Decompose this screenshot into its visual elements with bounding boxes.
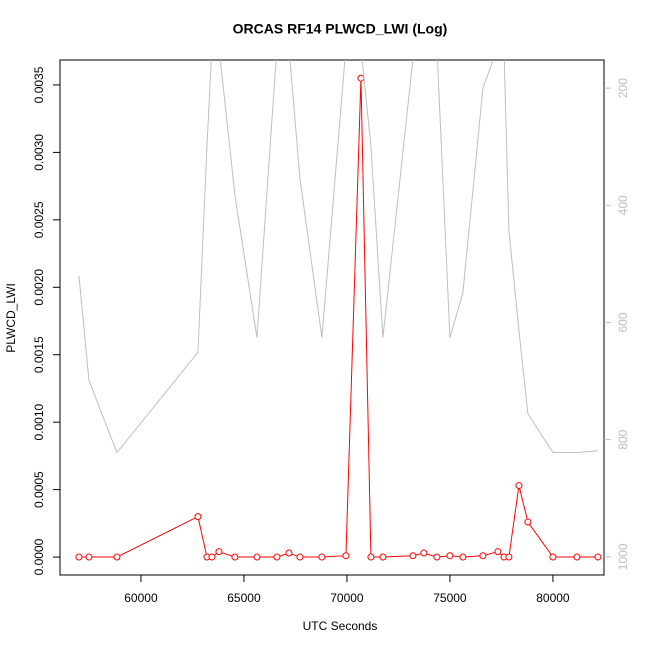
data-point	[459, 553, 467, 561]
y-tick-label: 0.0030	[32, 134, 46, 171]
data-point	[505, 553, 513, 561]
data-point	[379, 553, 387, 561]
data-point	[357, 74, 365, 82]
y2-tick-label: 800	[616, 429, 630, 449]
data-point	[273, 553, 281, 561]
data-point	[296, 553, 304, 561]
y2-tick-label: 600	[616, 312, 630, 332]
x-axis-title: UTC Seconds	[303, 619, 378, 633]
y-tick-label: 0.0035	[32, 66, 46, 103]
y-tick-label: 0.0015	[32, 336, 46, 373]
data-point	[194, 513, 202, 521]
data-point	[318, 553, 326, 561]
x-tick-label: 80000	[536, 591, 570, 605]
data-point	[446, 552, 454, 560]
x-tick-label: 65000	[227, 591, 261, 605]
plot-area	[75, 60, 602, 561]
data-point	[342, 552, 350, 560]
chart-title: ORCAS RF14 PLWCD_LWI (Log)	[233, 21, 448, 37]
data-point	[420, 549, 428, 557]
x-tick-label: 70000	[330, 591, 364, 605]
x-tick-label: 60000	[124, 591, 158, 605]
data-point	[549, 553, 557, 561]
y-tick-label: 0.0000	[32, 538, 46, 575]
data-point	[215, 548, 223, 556]
data-point	[524, 518, 532, 526]
data-point	[75, 553, 83, 561]
data-point	[85, 553, 93, 561]
y-tick-label: 0.0005	[32, 471, 46, 508]
data-point	[433, 553, 441, 561]
y2-tick-label: 200	[616, 78, 630, 98]
data-line	[78, 60, 598, 454]
y2-tick-label: 1000	[616, 543, 630, 570]
x-tick-label: 75000	[433, 591, 467, 605]
data-point	[515, 482, 523, 490]
data-point	[573, 553, 581, 561]
plot-box	[59, 59, 605, 576]
y-tick-label: 0.0025	[32, 201, 46, 238]
data-point	[113, 553, 121, 561]
y-tick-label: 0.0010	[32, 403, 46, 440]
data-point	[253, 553, 261, 561]
data-point	[594, 553, 602, 561]
data-point	[285, 549, 293, 557]
data-point	[409, 552, 417, 560]
data-point	[208, 553, 216, 561]
data-point	[494, 548, 502, 556]
data-point	[367, 553, 375, 561]
y2-tick-label: 400	[616, 195, 630, 215]
y-tick-label: 0.0020	[32, 269, 46, 306]
data-point	[479, 552, 487, 560]
y-axis-title: PLWCD_LWI	[4, 283, 18, 353]
data-point	[231, 553, 239, 561]
